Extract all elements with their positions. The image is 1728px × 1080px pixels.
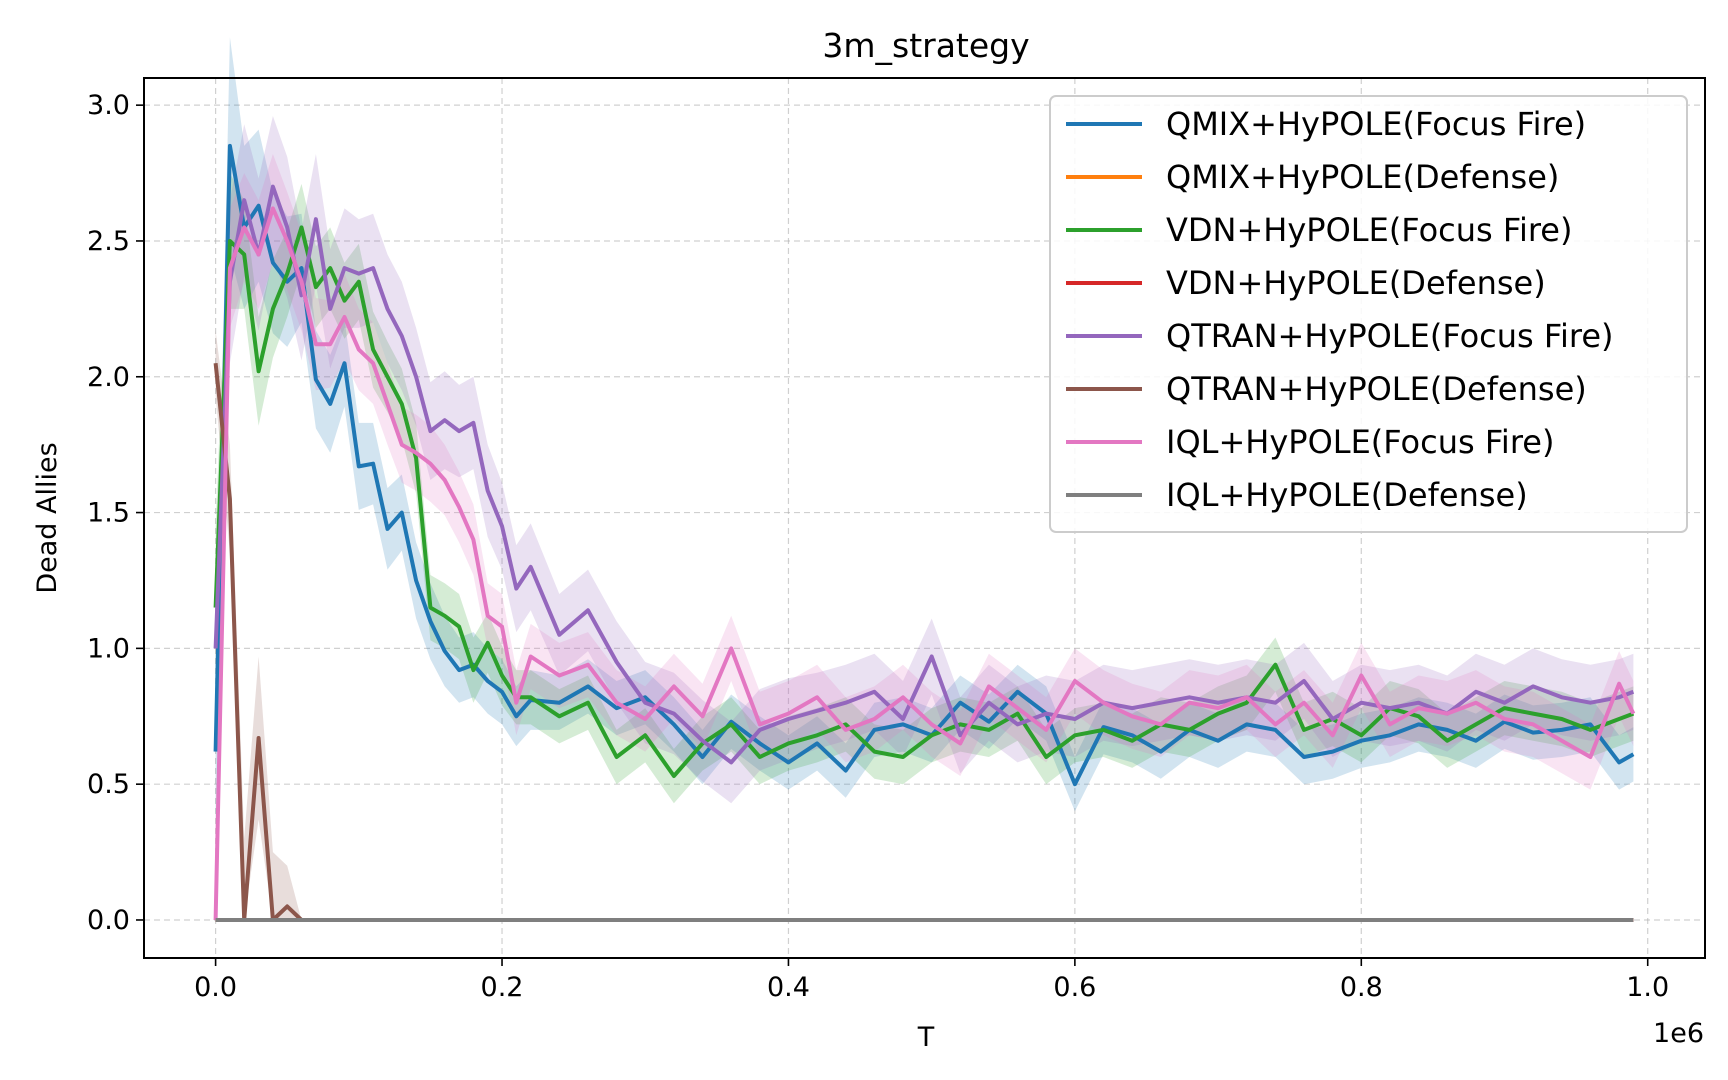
y-tick-label: 2.0: [87, 362, 130, 393]
series-lines: [213, 143, 1636, 922]
legend-item: IQL+HyPOLE(Focus Fire): [1066, 423, 1554, 461]
legend-item: QTRAN+HyPOLE(Focus Fire): [1066, 317, 1613, 355]
y-tick-label: 0.0: [87, 905, 130, 936]
y-tick-label: 1.5: [87, 498, 130, 529]
legend-label: VDN+HyPOLE(Defense): [1166, 264, 1546, 302]
x-tick-label: 0.8: [1340, 972, 1383, 1003]
legend-label: VDN+HyPOLE(Focus Fire): [1166, 211, 1572, 249]
y-tick-label: 2.5: [87, 226, 130, 257]
legend-item: VDN+HyPOLE(Focus Fire): [1066, 211, 1572, 249]
y-tick-label: 3.0: [87, 90, 130, 121]
series-line-qtran-hypole-focus-fire: [213, 184, 1635, 765]
legend-item: QMIX+HyPOLE(Defense): [1066, 158, 1559, 196]
band-qmix-hypole-focus-fire: [215, 37, 1634, 828]
y-tick-label: 1.0: [87, 633, 130, 664]
band-qtran-hypole-focus-fire: [215, 116, 1634, 804]
legend-item: IQL+HyPOLE(Defense): [1066, 476, 1528, 514]
legend-label: IQL+HyPOLE(Focus Fire): [1166, 423, 1554, 461]
x-tick-label: 1.0: [1626, 972, 1669, 1003]
x-tick-label: 0.6: [1053, 972, 1096, 1003]
legend-label: QTRAN+HyPOLE(Focus Fire): [1166, 317, 1613, 355]
x-axis-offset-label: 1e6: [1653, 1018, 1704, 1049]
legend-label: QMIX+HyPOLE(Focus Fire): [1166, 105, 1586, 143]
legend-item: QMIX+HyPOLE(Focus Fire): [1066, 105, 1586, 143]
legend-label: QTRAN+HyPOLE(Defense): [1166, 370, 1587, 408]
legend-frame: [1049, 95, 1688, 533]
series-line-iql-hypole-focus-fire: [213, 206, 1636, 921]
y-tick-label: 0.5: [87, 769, 130, 800]
plot-frame: [143, 77, 1706, 959]
legend-label: IQL+HyPOLE(Defense): [1166, 476, 1528, 514]
series-line-vdn-hypole-focus-fire: [213, 225, 1635, 778]
band-vdn-hypole-focus-fire: [215, 173, 1634, 804]
legend-label: QMIX+HyPOLE(Defense): [1166, 158, 1559, 196]
x-tick-label: 0.0: [194, 972, 237, 1003]
series-line-qtran-hypole-defense: [213, 362, 303, 922]
legend-item: VDN+HyPOLE(Defense): [1066, 264, 1546, 302]
legend-item: QTRAN+HyPOLE(Defense): [1066, 370, 1587, 408]
series-line-qmix-hypole-focus-fire: [213, 143, 1635, 787]
x-tick-label: 0.4: [767, 972, 810, 1003]
y-axis-label: Dead Allies: [32, 442, 63, 593]
x-axis-ticks: 0.0 0.2 0.4 0.6 0.8 1.0: [194, 958, 1669, 1003]
legend: QMIX+HyPOLE(Focus Fire) QMIX+HyPOLE(Defen…: [1049, 95, 1688, 533]
y-axis-ticks: 0.0 0.5 1.0 1.5 2.0 2.5 3.0: [87, 90, 144, 936]
band-iql-hypole-focus-fire: [215, 154, 1634, 920]
chart-title: 3m_strategy: [822, 26, 1029, 65]
x-tick-label: 0.2: [481, 972, 524, 1003]
x-axis-label: T: [917, 1022, 935, 1053]
